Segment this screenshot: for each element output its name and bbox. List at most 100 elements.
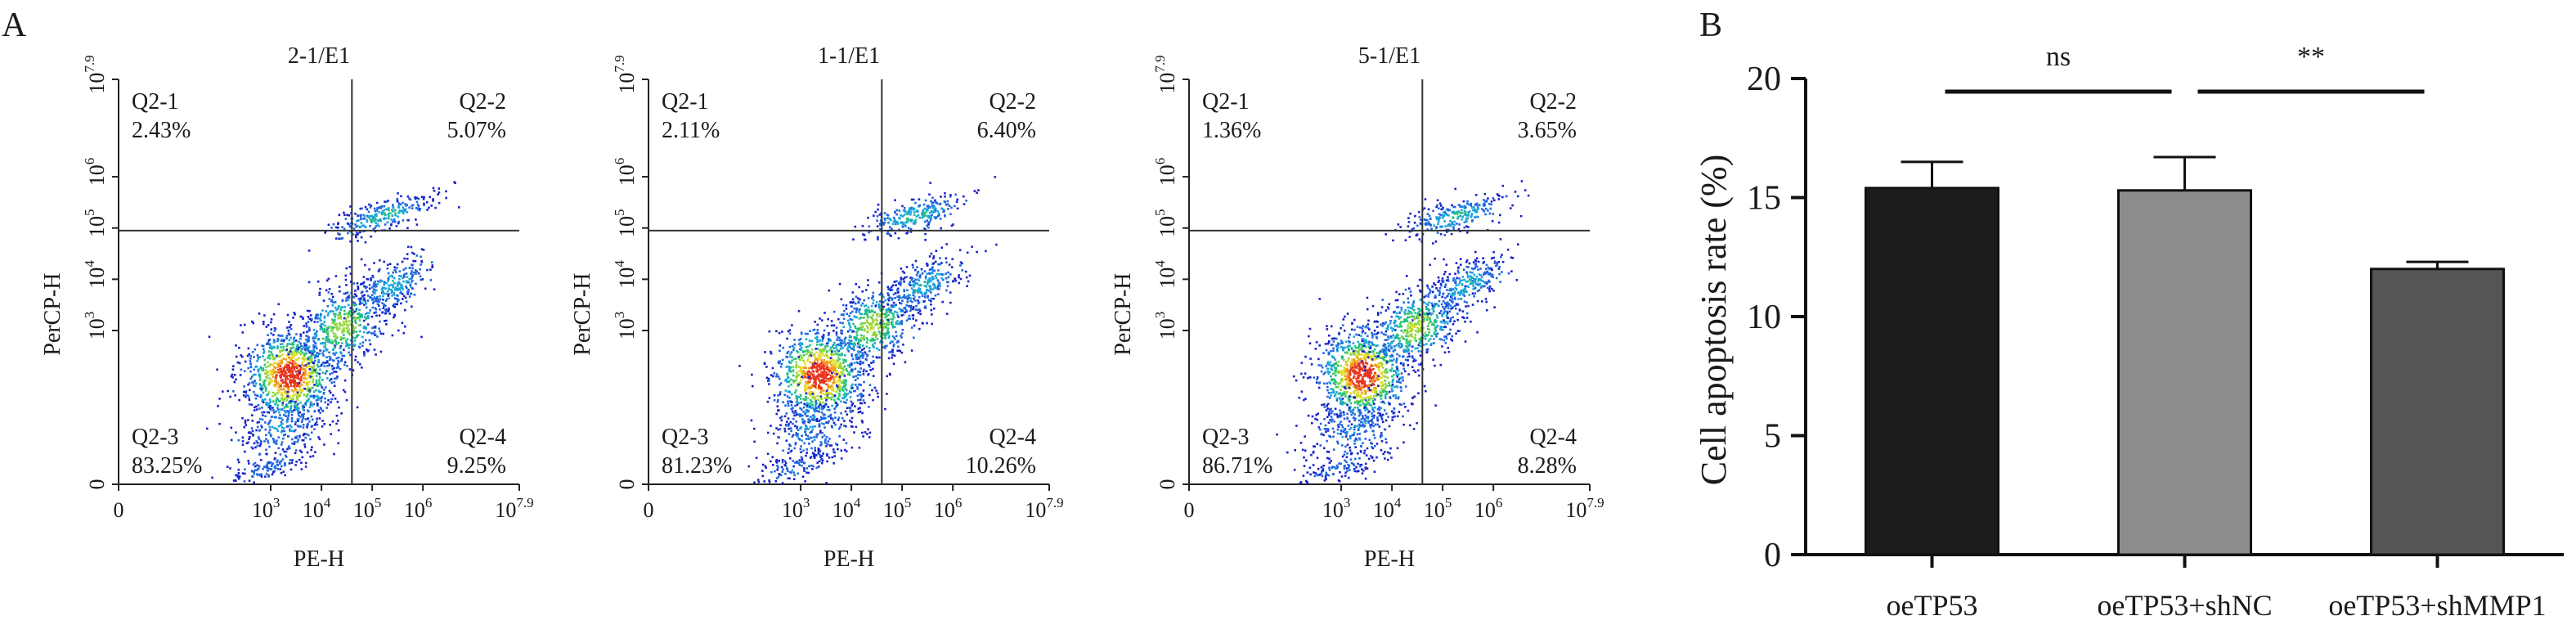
event-dot	[323, 327, 325, 330]
event-dot	[811, 393, 815, 395]
event-dot	[248, 462, 250, 465]
event-dot	[367, 210, 370, 214]
event-dot	[414, 197, 417, 200]
event-dot	[355, 225, 358, 228]
event-dot	[375, 284, 378, 286]
event-dot	[805, 409, 808, 411]
event-dot	[1326, 389, 1329, 392]
event-dot	[311, 404, 314, 407]
event-dot	[926, 283, 929, 286]
event-dot	[294, 380, 297, 384]
event-dot	[385, 323, 388, 326]
event-dot	[270, 379, 272, 381]
quadrant-percent: 2.43%	[132, 118, 191, 143]
event-dot	[291, 351, 294, 353]
event-dot	[1330, 411, 1333, 415]
event-dot	[400, 290, 402, 293]
event-dot	[362, 330, 366, 334]
event-dot	[827, 356, 829, 358]
event-dot	[850, 305, 853, 308]
event-dot	[837, 360, 840, 362]
event-dot	[282, 357, 285, 360]
event-dot	[929, 218, 932, 221]
event-dot	[322, 342, 325, 344]
event-dot	[333, 380, 336, 384]
event-dot	[806, 471, 808, 474]
quadrant-name: Q2-2	[989, 89, 1036, 115]
event-dot	[928, 221, 931, 223]
event-dot	[327, 403, 330, 406]
event-dot	[910, 307, 913, 310]
event-dot	[805, 392, 808, 395]
event-dot	[262, 468, 264, 470]
event-dot	[1358, 358, 1361, 362]
event-dot	[840, 298, 843, 301]
event-dot	[838, 386, 841, 389]
event-dot	[286, 447, 289, 451]
event-dot	[379, 205, 381, 209]
event-dot	[895, 280, 898, 282]
event-dot	[832, 330, 835, 332]
event-dot	[894, 223, 897, 226]
event-dot	[387, 272, 390, 275]
event-dot	[364, 312, 367, 316]
event-dot	[404, 203, 406, 205]
event-dot	[284, 405, 287, 408]
event-dot	[376, 298, 379, 301]
event-dot	[817, 365, 820, 368]
event-dot	[1304, 398, 1307, 400]
event-dot	[867, 216, 869, 219]
event-dot	[348, 351, 350, 354]
event-dot	[865, 325, 868, 327]
event-dot	[787, 376, 790, 379]
event-dot	[258, 438, 261, 440]
event-dot	[438, 187, 440, 190]
event-dot	[337, 341, 340, 344]
event-dot	[848, 314, 850, 317]
event-dot	[296, 363, 298, 366]
event-dot	[374, 230, 377, 233]
event-dot	[303, 446, 307, 448]
event-dot	[939, 218, 942, 220]
event-dot	[785, 424, 788, 427]
event-dot	[289, 366, 292, 370]
event-dot	[815, 351, 818, 353]
event-dot	[902, 313, 904, 317]
event-dot	[267, 411, 270, 414]
event-dot	[902, 222, 905, 224]
event-dot	[277, 303, 280, 306]
event-dot	[823, 329, 826, 332]
event-dot	[304, 345, 307, 348]
event-dot	[372, 326, 375, 329]
event-dot	[805, 396, 807, 398]
event-dot	[218, 422, 221, 425]
event-dot	[231, 376, 234, 379]
event-dot	[292, 338, 295, 341]
event-dot	[836, 339, 838, 341]
event-dot	[237, 461, 240, 464]
event-dot	[316, 398, 320, 400]
event-dot	[819, 387, 823, 389]
event-dot	[289, 326, 291, 329]
event-dot	[826, 344, 829, 348]
event-dot	[936, 272, 939, 276]
event-dot	[774, 470, 776, 473]
event-dot	[846, 319, 850, 322]
event-dot	[793, 391, 797, 394]
event-dot	[248, 353, 250, 356]
event-dot	[397, 220, 400, 223]
event-dot	[336, 400, 339, 403]
event-dot	[317, 389, 320, 393]
event-dot	[312, 390, 316, 393]
event-dot	[293, 336, 296, 339]
event-dot	[849, 317, 852, 321]
event-dot	[788, 368, 791, 371]
event-dot	[260, 425, 263, 427]
event-dot	[292, 379, 294, 381]
event-dot	[353, 310, 357, 313]
event-dot	[289, 371, 291, 374]
x-tick-label: 105	[883, 495, 912, 522]
event-dot	[859, 393, 863, 395]
event-dot	[934, 210, 936, 214]
event-dot	[859, 354, 861, 357]
